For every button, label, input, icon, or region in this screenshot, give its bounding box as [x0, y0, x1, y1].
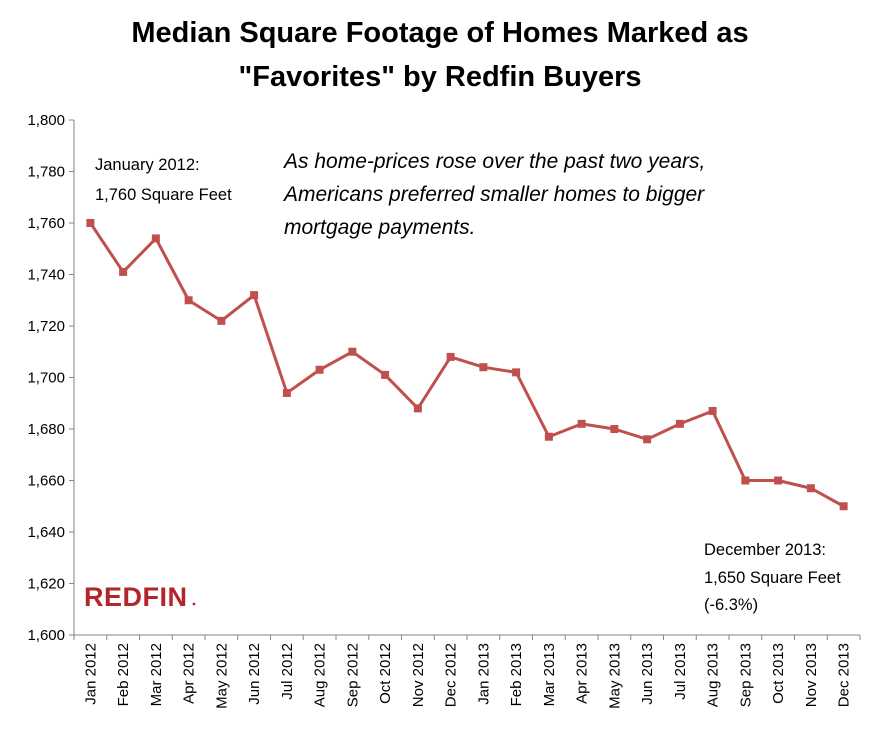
annotation-start-line-1: January 2012: [95, 156, 200, 174]
data-point [217, 316, 226, 325]
annotation-headline: As home-prices rose over the past two ye… [282, 150, 705, 239]
x-tick-label: Dec 2013 [836, 643, 853, 707]
x-tick-label: Oct 2012 [377, 643, 394, 704]
x-tick-label: May 2013 [606, 643, 623, 709]
x-axis-ticks: Jan 2012 Feb 2012 Mar 2012 Apr 2012 May 2012… [73, 635, 861, 709]
annotation-end-line-3: (-6.3%) [704, 596, 758, 614]
annotation-end-line-2: 1,650 Square Feet [704, 569, 841, 587]
x-tick-label: Jun 2012 [246, 643, 263, 705]
data-point [774, 476, 783, 485]
data-point [806, 484, 815, 493]
x-tick-label: Jun 2013 [639, 643, 656, 705]
redfin-logo: REDFIN [84, 582, 196, 612]
data-point [282, 388, 291, 397]
y-tick-label: 1,720 [27, 318, 65, 335]
x-tick-label: Aug 2013 [705, 643, 722, 707]
annotation-end-line-1: December 2013: [704, 541, 826, 559]
chart-title-line-1: Median Square Footage of Homes Marked as [131, 17, 748, 49]
x-tick-label: Apr 2012 [181, 643, 198, 704]
data-point [741, 476, 750, 485]
annotation-headline-line-1: As home-prices rose over the past two ye… [282, 150, 705, 173]
x-tick-label: Aug 2012 [312, 643, 329, 707]
data-point [708, 406, 717, 415]
y-tick-label: 1,780 [27, 164, 65, 181]
x-tick-label: Feb 2012 [115, 643, 132, 706]
data-point [348, 347, 357, 356]
x-tick-label: Apr 2013 [574, 643, 591, 704]
series-markers [86, 219, 848, 511]
series-line [89, 222, 845, 508]
data-point [512, 368, 521, 377]
data-point [413, 404, 422, 413]
redfin-logo-dot [192, 602, 196, 606]
annotation-start-line-2: 1,760 Square Feet [95, 186, 232, 204]
y-tick-label: 1,640 [27, 524, 65, 541]
y-tick-label: 1,740 [27, 267, 65, 284]
data-point [839, 502, 848, 511]
x-tick-label: Jul 2013 [672, 643, 689, 700]
chart-title-line-2: "Favorites" by Redfin Buyers [239, 61, 642, 93]
y-tick-label: 1,680 [27, 421, 65, 438]
data-point [151, 234, 160, 243]
y-tick-label: 1,620 [27, 576, 65, 593]
y-tick-label: 1,800 [27, 112, 65, 129]
x-tick-label: Jul 2012 [279, 643, 296, 700]
data-point [381, 370, 390, 379]
series-line-path [89, 222, 845, 508]
data-point [675, 419, 684, 428]
y-tick-label: 1,700 [27, 370, 65, 387]
data-point [119, 267, 128, 276]
y-tick-label: 1,660 [27, 473, 65, 490]
annotation-start: January 2012: 1,760 Square Feet [95, 156, 232, 204]
x-tick-label: Mar 2013 [541, 643, 558, 706]
data-point [643, 435, 652, 444]
x-tick-label: Sep 2012 [344, 643, 361, 707]
x-tick-label: Nov 2012 [410, 643, 427, 707]
x-tick-label: Mar 2012 [148, 643, 165, 706]
annotation-headline-line-2: Americans preferred smaller homes to big… [282, 183, 705, 206]
x-tick-label: Nov 2013 [803, 643, 820, 707]
x-tick-label: Oct 2013 [770, 643, 787, 704]
y-axis-ticks: 1,600 1,620 1,640 1,660 1,680 1,700 1,720 1,740… [27, 112, 74, 644]
data-point [610, 425, 619, 433]
annotation-headline-line-3: mortgage payments. [284, 216, 475, 239]
x-tick-label: May 2012 [213, 643, 230, 709]
redfin-logo-text: REDFIN [84, 582, 188, 612]
x-tick-label: Jan 2013 [475, 643, 492, 705]
data-point [184, 296, 193, 305]
data-point [544, 432, 553, 441]
x-tick-label: Sep 2013 [737, 643, 754, 707]
data-point [479, 363, 488, 372]
y-tick-label: 1,600 [27, 627, 65, 644]
data-point [446, 352, 455, 361]
annotation-end: December 2013: 1,650 Square Feet (-6.3%) [704, 541, 841, 614]
y-tick-label: 1,760 [27, 215, 65, 232]
x-tick-label: Dec 2012 [443, 643, 460, 707]
x-tick-label: Feb 2013 [508, 643, 525, 706]
data-point [315, 365, 324, 374]
data-point [86, 219, 95, 227]
x-tick-label: Jan 2012 [82, 643, 99, 705]
chart-title: Median Square Footage of Homes Marked as… [131, 17, 748, 93]
data-point [250, 291, 259, 300]
data-point [577, 419, 586, 428]
